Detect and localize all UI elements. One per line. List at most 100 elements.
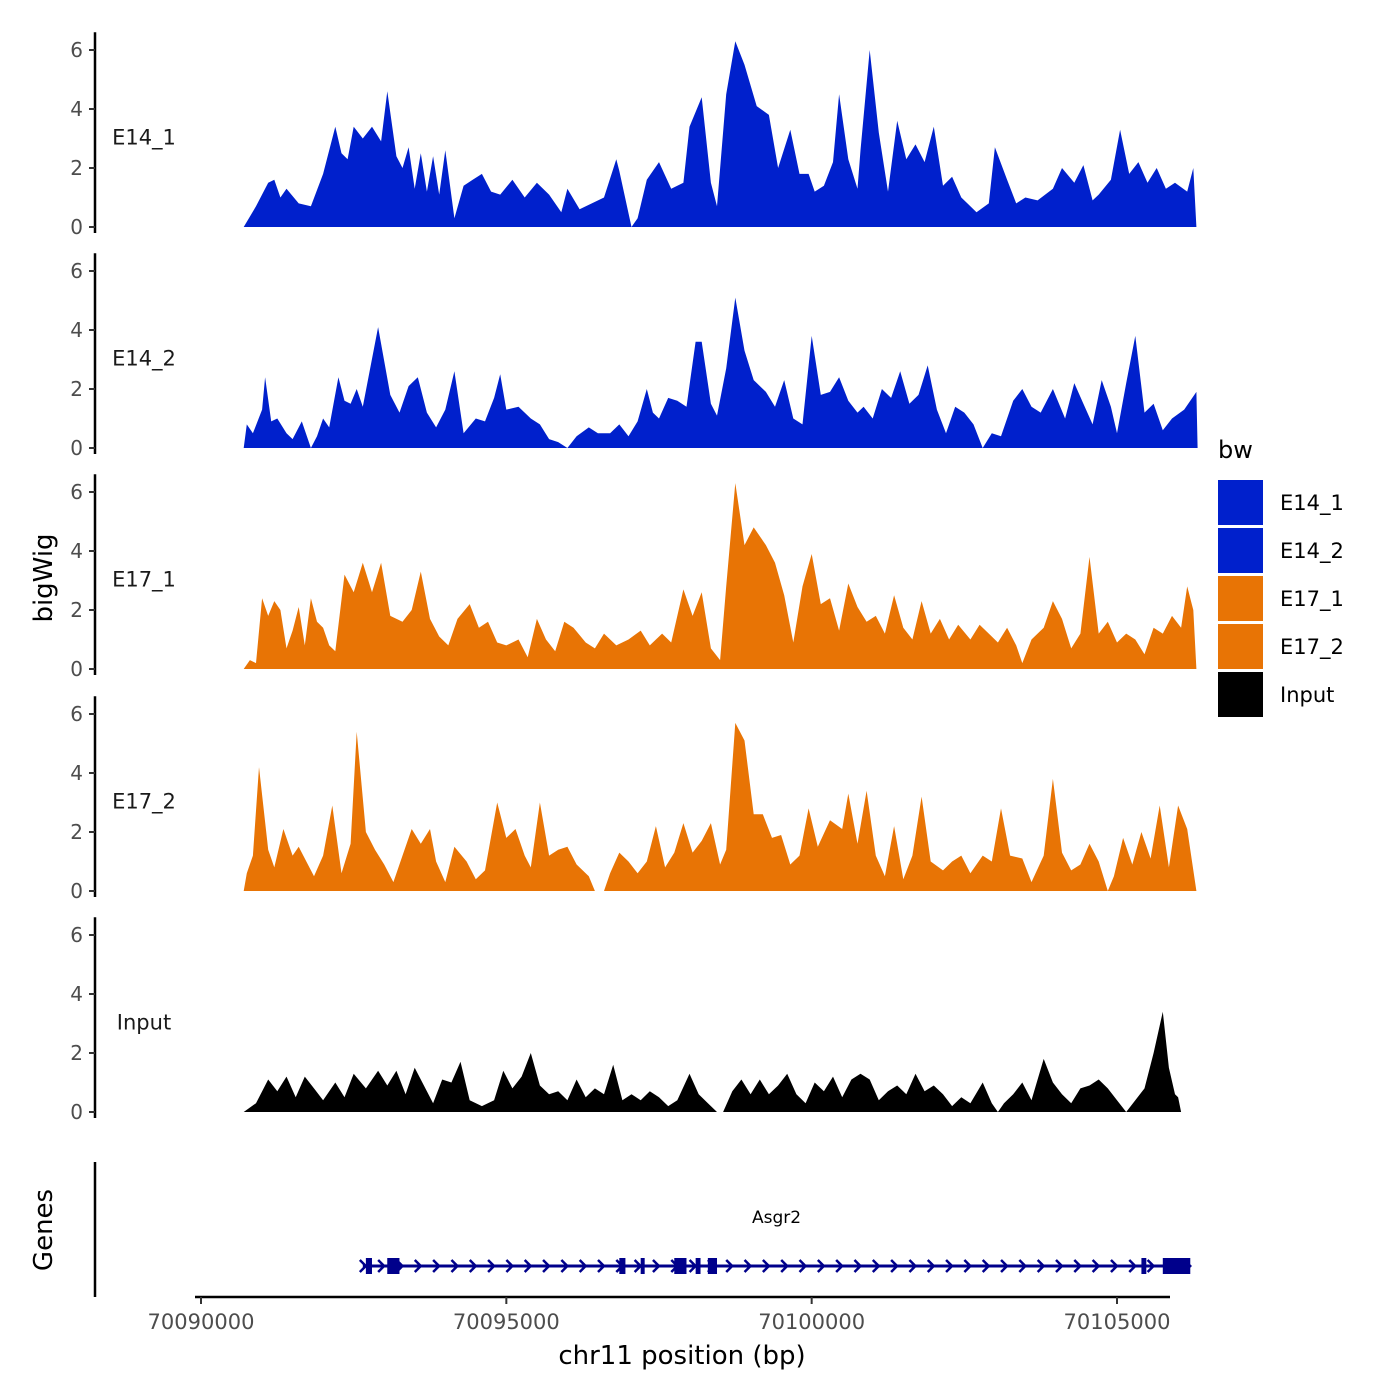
x-axis-title: chr11 position (bp) bbox=[558, 1341, 805, 1371]
strand-arrow bbox=[981, 1259, 991, 1273]
strand-arrow bbox=[597, 1259, 606, 1273]
track-area-e14-2 bbox=[243, 297, 1198, 448]
y-axis-title: bigWig bbox=[29, 533, 59, 622]
track-panel-e17-1: 0 2 4 6 E17_1 bbox=[70, 474, 1197, 681]
strand-arrow bbox=[413, 1259, 423, 1273]
strand-arrow bbox=[633, 1259, 643, 1273]
strand-arrow bbox=[523, 1259, 533, 1273]
legend-swatch bbox=[1218, 624, 1263, 669]
strand-arrow bbox=[468, 1259, 478, 1273]
track-label: E17_2 bbox=[112, 790, 176, 815]
y-tick-label: 6 bbox=[70, 923, 83, 947]
strand-arrow bbox=[725, 1259, 734, 1273]
strand-arrow bbox=[1073, 1259, 1083, 1273]
y-tick-label: 0 bbox=[70, 436, 83, 460]
strand-arrow bbox=[926, 1259, 936, 1273]
y-tick-label: 6 bbox=[70, 480, 83, 504]
strand-arrow bbox=[761, 1259, 771, 1273]
gene-exon bbox=[674, 1258, 687, 1274]
legend-swatch bbox=[1218, 528, 1263, 573]
strand-arrow bbox=[578, 1259, 588, 1273]
strand-arrow bbox=[1036, 1259, 1046, 1273]
y-tick-label: 2 bbox=[70, 156, 83, 180]
x-tick-label: 70090000 bbox=[148, 1310, 255, 1334]
strand-arrow bbox=[1146, 1259, 1156, 1273]
strand-arrow bbox=[432, 1259, 441, 1273]
y-tick-label: 0 bbox=[70, 657, 83, 681]
strand-arrow bbox=[1055, 1259, 1064, 1273]
track-label: E14_1 bbox=[112, 126, 176, 151]
strand-arrow bbox=[1110, 1259, 1119, 1273]
y-tick-label: 0 bbox=[70, 1100, 83, 1124]
strand-arrow bbox=[945, 1259, 954, 1273]
gene-exon bbox=[1162, 1258, 1191, 1274]
y-tick-label: 6 bbox=[70, 702, 83, 726]
y-tick-label: 0 bbox=[70, 215, 83, 239]
gene-exon bbox=[695, 1258, 701, 1274]
strand-arrow bbox=[358, 1259, 368, 1273]
strand-arrow bbox=[963, 1259, 973, 1273]
legend: bw E14_1 E14_2 E17_1 E17_2 Input bbox=[1218, 436, 1344, 717]
strand-arrow bbox=[652, 1259, 661, 1273]
strand-arrow bbox=[816, 1259, 826, 1273]
track-label: Input bbox=[117, 1011, 171, 1035]
genes-axis-title: Genes bbox=[29, 1189, 59, 1271]
gene-exon bbox=[619, 1258, 626, 1274]
strand-arrow bbox=[450, 1259, 460, 1273]
gene-exon bbox=[1141, 1258, 1147, 1274]
track-panel-e14-2: 0 2 4 6 E14_2 bbox=[70, 253, 1198, 460]
strand-arrow bbox=[688, 1259, 698, 1273]
gene-exon bbox=[707, 1258, 718, 1274]
genes-panel: Asgr2 bbox=[93, 1162, 1192, 1297]
strand-arrow bbox=[560, 1259, 570, 1273]
strand-arrow bbox=[835, 1259, 844, 1273]
strand-arrow bbox=[1018, 1259, 1028, 1273]
legend-label: E14_1 bbox=[1280, 491, 1344, 516]
y-tick-label: 6 bbox=[70, 259, 83, 283]
gene-exon bbox=[365, 1258, 372, 1274]
tracks-layer: 0 2 4 6 E14_1 0 2 4 6 E14_2 0 2 4 6 E17_1 0 2 4 6 E17_2 0 2 4 6… bbox=[70, 32, 1198, 1124]
y-tick-label: 6 bbox=[70, 38, 83, 62]
strand-arrow bbox=[871, 1259, 881, 1273]
track-area-e17-1 bbox=[243, 483, 1197, 669]
strand-arrow bbox=[1091, 1259, 1101, 1273]
x-tick-label: 70100000 bbox=[758, 1310, 865, 1334]
strand-arrow bbox=[743, 1259, 753, 1273]
y-tick-label: 2 bbox=[70, 820, 83, 844]
strand-arrow bbox=[853, 1259, 863, 1273]
track-area-e17-2 bbox=[243, 722, 1197, 891]
y-tick-label: 4 bbox=[70, 761, 83, 785]
y-tick-label: 4 bbox=[70, 539, 83, 563]
strand-arrow bbox=[798, 1259, 808, 1273]
x-tick-label: 70095000 bbox=[453, 1310, 560, 1334]
strand-arrow bbox=[1128, 1259, 1138, 1273]
strand-arrow bbox=[1000, 1259, 1009, 1273]
gene-exon bbox=[387, 1258, 400, 1274]
track-panel-e14-1: 0 2 4 6 E14_1 bbox=[70, 32, 1197, 239]
strand-arrow bbox=[505, 1259, 515, 1273]
legend-title: bw bbox=[1218, 436, 1253, 464]
gene-exon bbox=[640, 1258, 645, 1274]
strand-arrow bbox=[377, 1259, 386, 1273]
y-tick-label: 4 bbox=[70, 97, 83, 121]
strand-arrow bbox=[890, 1259, 899, 1273]
y-tick-label: 0 bbox=[70, 879, 83, 903]
track-label: E14_2 bbox=[112, 347, 176, 372]
y-tick-label: 2 bbox=[70, 1041, 83, 1065]
legend-label: E17_2 bbox=[1280, 635, 1344, 660]
legend-label: Input bbox=[1280, 683, 1334, 707]
legend-swatch bbox=[1218, 480, 1263, 525]
strand-arrow bbox=[542, 1259, 551, 1273]
y-tick-label: 4 bbox=[70, 318, 83, 342]
legend-swatch bbox=[1218, 576, 1263, 621]
strand-arrow bbox=[780, 1259, 789, 1273]
y-tick-label: 2 bbox=[70, 377, 83, 401]
strand-arrow bbox=[908, 1259, 918, 1273]
strand-arrow bbox=[487, 1259, 496, 1273]
track-area-e14-1 bbox=[243, 41, 1197, 228]
gene-name-label: Asgr2 bbox=[752, 1208, 801, 1228]
y-tick-label: 2 bbox=[70, 598, 83, 622]
x-tick-label: 70105000 bbox=[1064, 1310, 1171, 1334]
